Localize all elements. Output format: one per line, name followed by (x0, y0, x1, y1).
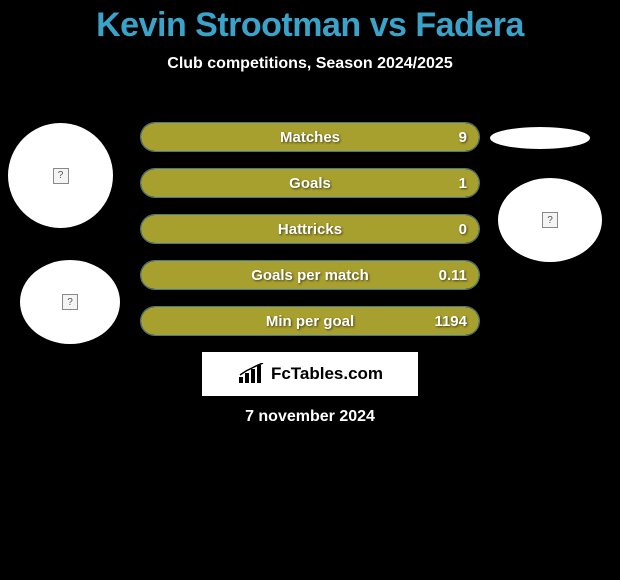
stat-value: 9 (459, 123, 467, 151)
decor-ellipse-right-small (490, 127, 590, 149)
image-placeholder-icon: ? (53, 168, 69, 184)
stat-row: Goals 1 (140, 168, 480, 198)
fctables-logo-icon (237, 363, 265, 385)
stat-label: Matches (141, 123, 479, 151)
branding-box: FcTables.com (202, 352, 418, 396)
stat-row: Hattricks 0 (140, 214, 480, 244)
stat-value: 1194 (434, 307, 467, 335)
avatar-right: ? (498, 178, 602, 262)
image-placeholder-icon: ? (62, 294, 78, 310)
image-placeholder-icon: ? (542, 212, 558, 228)
date-text: 7 november 2024 (0, 408, 620, 426)
avatar-left-bottom: ? (20, 260, 120, 344)
stat-label: Hattricks (141, 215, 479, 243)
stat-row: Min per goal 1194 (140, 306, 480, 336)
page-title: Kevin Strootman vs Fadera (0, 0, 620, 45)
stat-label: Goals per match (141, 261, 479, 289)
page-subtitle: Club competitions, Season 2024/2025 (0, 55, 620, 73)
stat-label: Min per goal (141, 307, 479, 335)
stat-label: Goals (141, 169, 479, 197)
stat-value: 1 (459, 169, 467, 197)
stat-value: 0 (459, 215, 467, 243)
avatar-left-top: ? (8, 123, 113, 228)
stat-value: 0.11 (439, 261, 467, 289)
stats-container: Matches 9 Goals 1 Hattricks 0 Goals per … (140, 122, 480, 352)
stat-row: Matches 9 (140, 122, 480, 152)
branding-text: FcTables.com (271, 364, 383, 384)
stat-row: Goals per match 0.11 (140, 260, 480, 290)
